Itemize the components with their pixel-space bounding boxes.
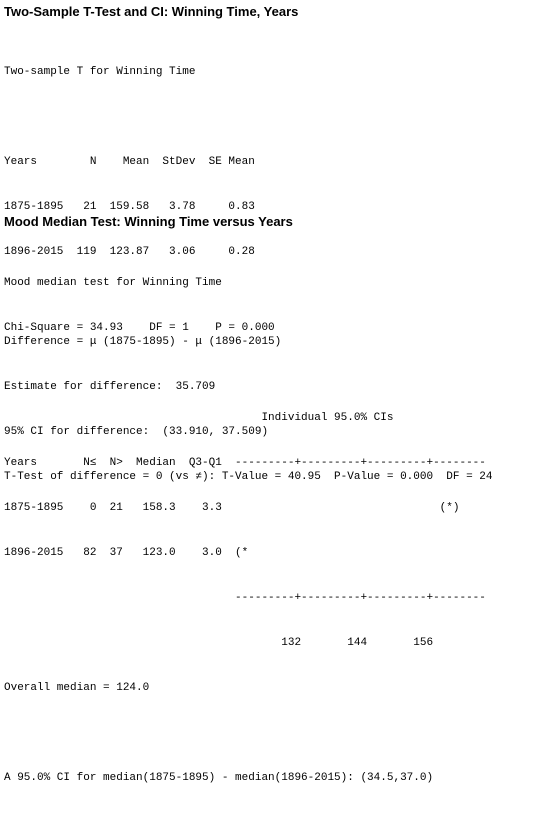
mood-output: Mood median test for Winning Time Chi-Sq… [4, 246, 486, 816]
mood-line: ---------+---------+---------+-------- [4, 592, 486, 604]
ttest-line: 1875-1895 21 159.58 3.78 0.83 [4, 201, 255, 213]
ttest-heading: Two-Sample T-Test and CI: Winning Time, … [4, 4, 299, 19]
ttest-line: Years N Mean StDev SE Mean [4, 156, 255, 168]
mood-line: 132 144 156 [4, 637, 434, 649]
mood-line: Chi-Square = 34.93 DF = 1 P = 0.000 [4, 322, 275, 334]
mood-line: Individual 95.0% CIs [4, 412, 394, 424]
mood-line: A 95.0% CI for median(1875-1895) - media… [4, 772, 434, 784]
mood-line [4, 726, 486, 741]
mood-heading: Mood Median Test: Winning Time versus Ye… [4, 214, 293, 229]
ttest-line: Two-sample T for Winning Time [4, 66, 196, 78]
session-output: Two-Sample T-Test and CI: Winning Time, … [4, 4, 492, 784]
ttest-line: 95% CI for difference: (33.910, 37.509) [4, 426, 269, 438]
ttest-line: Estimate for difference: 35.709 [4, 381, 216, 393]
mood-line: 1875-1895 0 21 158.3 3.3 (*) [4, 502, 460, 514]
mood-line [4, 366, 486, 381]
mood-line: 1896-2015 82 37 123.0 3.0 (* [4, 547, 249, 559]
mood-line: Mood median test for Winning Time [4, 277, 222, 289]
mood-line: Years N≤ N> Median Q3-Q1 ---------+-----… [4, 457, 486, 469]
ttest-line: Difference = μ (1875-1895) - μ (1896-201… [4, 336, 282, 348]
mood-line: Overall median = 124.0 [4, 682, 150, 694]
ttest-line: 1896-2015 119 123.87 3.06 0.28 [4, 246, 255, 258]
ttest-line [4, 110, 492, 125]
